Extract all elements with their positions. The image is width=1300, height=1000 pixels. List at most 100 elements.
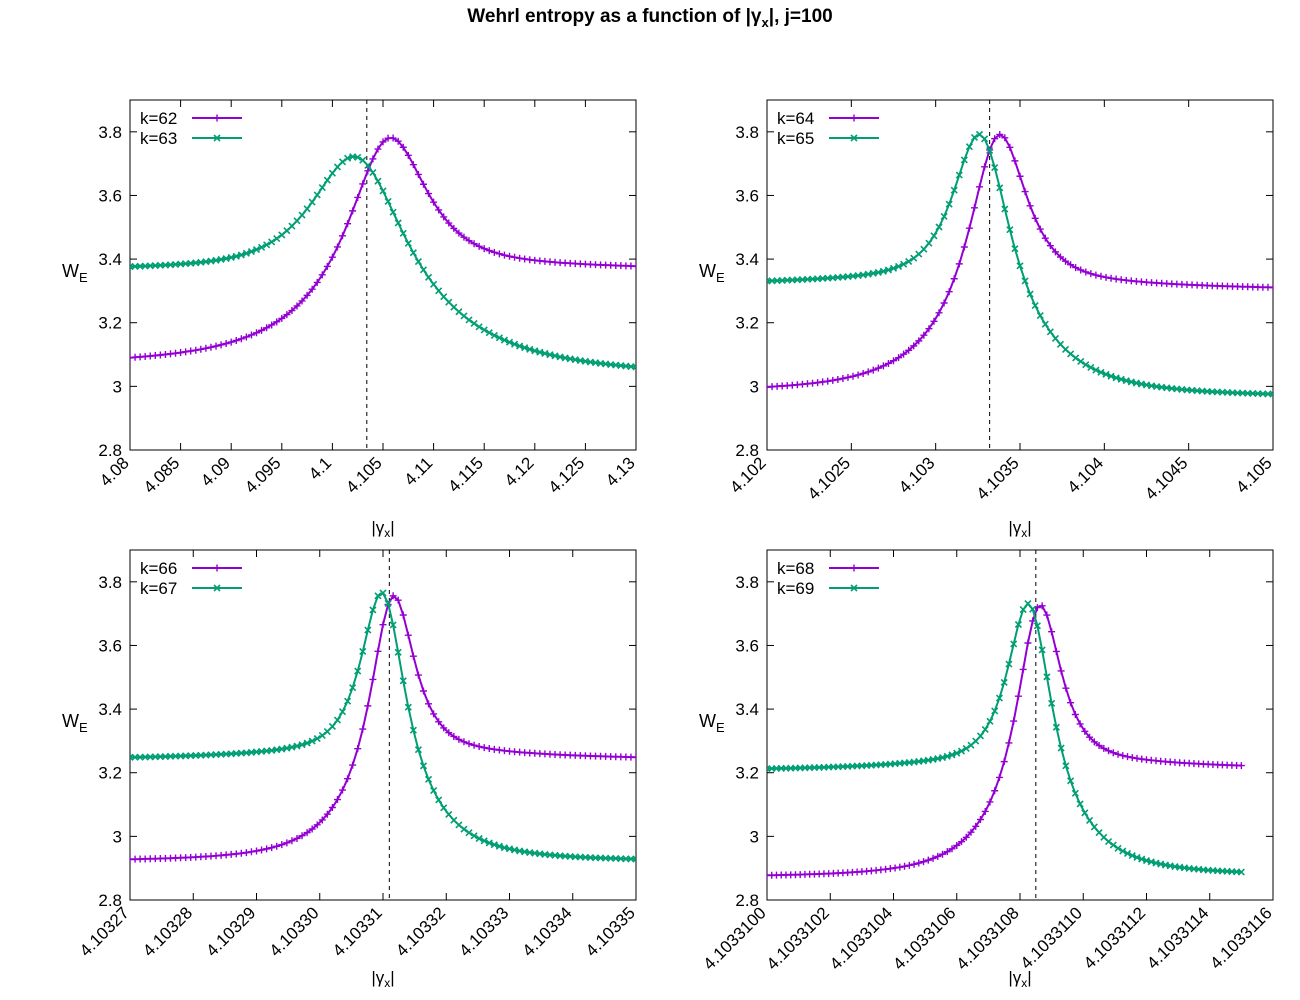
data-point [424, 775, 433, 783]
y-tick-label: 3.6 [735, 186, 759, 205]
y-tick-label: 2.8 [98, 891, 122, 910]
data-point [1016, 172, 1024, 180]
chart-title-main: Wehrl entropy as a function of |γ [467, 6, 762, 27]
data-point [950, 275, 958, 283]
data-point [1237, 868, 1245, 876]
data-point [910, 860, 918, 868]
chart-panel-2: 2.833.23.43.63.84.102 4.1025 4.103 4.1035 4.… [699, 99, 1276, 540]
y-axis-label: WE [699, 261, 725, 285]
data-point [414, 258, 422, 266]
data-point [1010, 640, 1018, 648]
data-point [925, 239, 933, 247]
legend-marker [213, 584, 221, 592]
y-tick-label: 3.6 [98, 186, 122, 205]
data-point [389, 592, 397, 600]
x-tick-label: 4.103 [895, 453, 939, 497]
data-point [217, 341, 225, 349]
data-point [970, 204, 978, 212]
data-point [490, 248, 498, 256]
data-point [1128, 754, 1136, 762]
legend-marker [850, 584, 858, 592]
data-point [900, 260, 908, 268]
data-point [394, 648, 402, 656]
x-tick-label: 4.105 [342, 453, 386, 497]
data-point [996, 184, 1004, 192]
data-point [1114, 844, 1122, 852]
data-point [349, 207, 357, 215]
data-point [819, 378, 827, 386]
x-tick-label: 4.10329 [202, 903, 259, 960]
data-point [303, 739, 311, 747]
data-point [1107, 372, 1115, 380]
data-point [981, 725, 989, 734]
data-point [1127, 378, 1135, 386]
data-point [485, 839, 493, 847]
data-point [333, 163, 342, 171]
data-point [242, 849, 250, 857]
data-point [253, 847, 260, 855]
data-point [991, 135, 999, 143]
data-point [536, 348, 544, 356]
data-point [440, 293, 448, 301]
series-k=66 [130, 592, 636, 863]
plot-frame [766, 99, 1274, 451]
y-tick-label: 2.8 [735, 441, 759, 460]
data-point [1067, 699, 1075, 707]
data-point [1046, 328, 1054, 336]
data-point [1067, 261, 1075, 269]
data-point [1114, 750, 1122, 758]
data-point [1092, 366, 1100, 374]
data-point [1128, 851, 1136, 860]
data-point [510, 846, 519, 854]
data-point [212, 342, 220, 350]
data-point [419, 687, 427, 695]
chart-panel-3: 2.833.23.43.63.84.10327 4.10328 4.10329 4.1… [62, 549, 639, 990]
data-point [905, 346, 913, 354]
x-tick-label: 4.10332 [392, 903, 449, 960]
data-point [1051, 334, 1059, 343]
data-point [268, 238, 276, 246]
data-point [288, 837, 296, 845]
data-point [1081, 809, 1089, 817]
data-point [526, 345, 534, 353]
x-tick-label: 4.1033116 [1206, 903, 1275, 972]
data-point [364, 161, 372, 169]
data-point [399, 611, 407, 619]
data-point [293, 302, 301, 310]
data-point [328, 722, 336, 731]
data-point [1109, 749, 1117, 757]
data-point [632, 753, 636, 761]
data-point [374, 647, 382, 655]
data-point [981, 135, 989, 143]
data-point [556, 353, 564, 361]
data-point [435, 206, 443, 214]
data-point [323, 262, 331, 270]
plot-frame [766, 549, 1274, 901]
legend-label: k=64 [777, 109, 814, 128]
data-point [298, 741, 306, 749]
x-tick-label: 4.1045 [1141, 453, 1191, 503]
x-tick-label: 4.1033110 [1017, 903, 1086, 972]
data-point [935, 223, 943, 231]
data-point [945, 288, 953, 296]
data-point [981, 163, 989, 171]
data-point [1019, 606, 1027, 614]
data-point [976, 732, 985, 740]
data-point [1024, 639, 1032, 647]
data-point [934, 852, 942, 860]
data-point [1057, 667, 1065, 675]
data-point [976, 183, 984, 191]
data-point [339, 786, 347, 794]
data-point [1011, 157, 1019, 165]
data-point [354, 193, 362, 201]
data-point [485, 329, 493, 337]
data-point [349, 684, 357, 692]
data-point [884, 359, 892, 367]
chart-title-end: |, j=100 [768, 6, 833, 27]
chart-title: Wehrl entropy as a function of |γx|, j=1… [0, 6, 1300, 30]
y-tick-label: 3.8 [735, 123, 759, 142]
data-point [1102, 273, 1110, 281]
y-tick-label: 3.8 [735, 573, 759, 592]
data-point [1046, 242, 1054, 250]
